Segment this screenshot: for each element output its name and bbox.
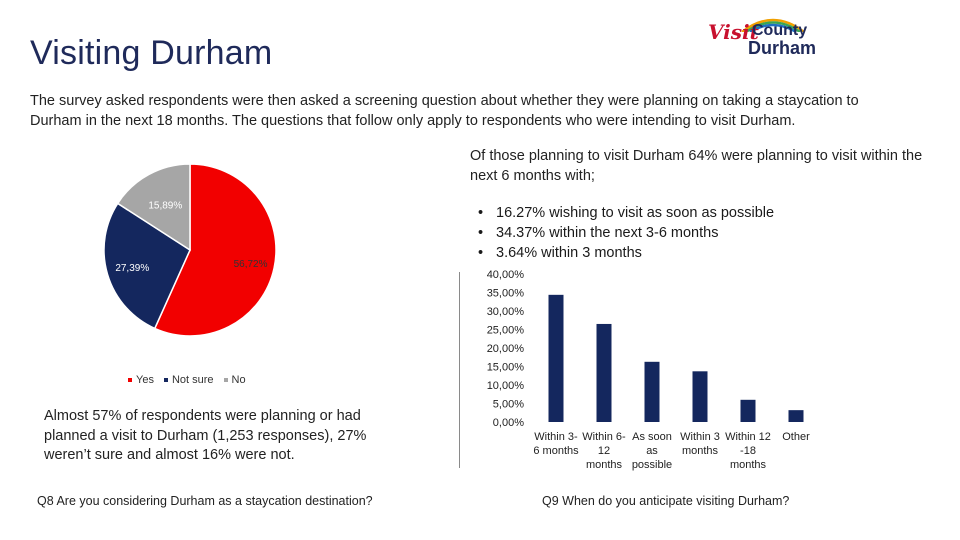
bullet-item: 3.64% within 3 months (478, 243, 774, 263)
y-tick-label: 25,00% (487, 325, 525, 337)
y-tick-label: 0,00% (493, 417, 524, 429)
bullet-item: 16.27% wishing to visit as soon as possi… (478, 203, 774, 223)
rainbow-icon (741, 18, 805, 32)
y-tick-label: 30,00% (487, 306, 525, 318)
legend-swatch-no (223, 378, 228, 383)
pie-slice-yes (153, 163, 277, 337)
visit-county-durham-logo: Visit County Durham (708, 14, 818, 58)
legend-label: Not sure (171, 374, 214, 386)
logo-county-text: County (752, 22, 808, 39)
y-tick-label: 35,00% (487, 288, 525, 300)
bar (788, 410, 804, 422)
pie-label-yes: 56,72% (234, 259, 268, 270)
vertical-divider (459, 272, 460, 468)
bar (740, 399, 756, 422)
y-tick-label: 5,00% (493, 399, 524, 411)
bar (596, 323, 612, 422)
legend-item-not-sure: Not sure (163, 374, 214, 386)
bar (548, 294, 564, 422)
logo-visit-text: Visit (708, 20, 759, 44)
pie-label-not-sure: 27,39% (115, 263, 149, 274)
planning-text: Of those planning to visit Durham 64% we… (470, 148, 923, 184)
legend-item-yes: Yes (128, 374, 154, 386)
x-tick-label: Within 3 months (680, 431, 720, 457)
x-tick-label: Within 12 -18 months (725, 431, 771, 471)
pie-slice-no (116, 163, 191, 252)
logo-durham-text: Durham (748, 38, 817, 58)
intro-text: The survey asked respondents were then a… (30, 93, 859, 129)
y-tick-label: 10,00% (487, 380, 525, 392)
pie-chart: 56,72% 27,39% 15,89% (103, 163, 277, 337)
legend-label: No (231, 374, 246, 386)
bar-chart: 0,00% 5,00% 10,00% 15,00% 20,00% 25,00% 30,00%… (487, 269, 810, 471)
page-title: Visiting Durham (30, 34, 273, 72)
bullet-item: 34.37% within the next 3-6 months (478, 223, 774, 243)
bar (644, 361, 660, 422)
legend-swatch-yes (128, 378, 132, 383)
question-9-caption: Q9 When do you anticipate visiting Durha… (542, 494, 790, 508)
y-tick-label: 15,00% (487, 362, 525, 374)
y-tick-label: 40,00% (487, 269, 525, 281)
x-tick-label: Within 3-6 months (533, 431, 579, 457)
question-8-caption: Q8 Are you considering Durham as a stayc… (37, 494, 373, 508)
summary-text: Almost 57% of respondents were planning … (44, 408, 367, 463)
y-tick-label: 20,00% (487, 343, 525, 355)
pie-legend: Yes Not sure No (128, 374, 246, 386)
bar (692, 371, 708, 422)
x-tick-label: As soon as possible (632, 431, 672, 471)
x-tick-label: Other (782, 431, 810, 443)
x-tick-label: Within 6-12 months (582, 431, 626, 471)
legend-swatch-not-sure (163, 378, 168, 383)
legend-label: Yes (136, 374, 154, 386)
legend-item-no: No (223, 374, 246, 386)
bullet-list: 16.27% wishing to visit as soon as possi… (478, 203, 774, 263)
pie-label-no: 15,89% (148, 201, 182, 212)
pie-slice-not-sure (103, 202, 191, 330)
